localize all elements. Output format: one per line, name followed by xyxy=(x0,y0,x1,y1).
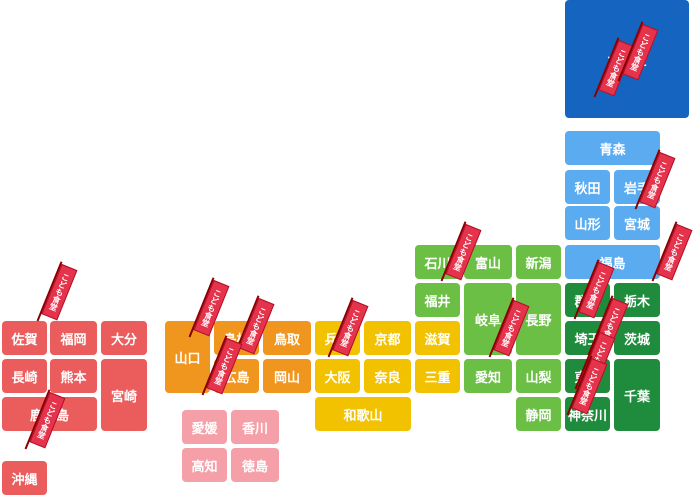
prefecture-osaka[interactable]: 大阪 xyxy=(315,359,360,393)
prefecture-yamanashi[interactable]: 山梨 xyxy=(516,359,561,393)
prefecture-nagasaki[interactable]: 長崎 xyxy=(2,359,47,393)
prefecture-niigata[interactable]: 新潟 xyxy=(516,245,561,279)
prefecture-yamagata[interactable]: 山形 xyxy=(565,206,610,240)
prefecture-ehime[interactable]: 愛媛 xyxy=(182,410,227,444)
prefecture-kumamoto[interactable]: 熊本 xyxy=(50,359,97,393)
prefecture-okinawa[interactable]: 沖縄 xyxy=(2,461,47,495)
prefecture-fukui[interactable]: 福井 xyxy=(415,283,460,317)
prefecture-aichi[interactable]: 愛知 xyxy=(464,359,512,393)
prefecture-kagawa[interactable]: 香川 xyxy=(231,410,279,444)
prefecture-miyagi[interactable]: 宮城 xyxy=(614,206,660,240)
prefecture-akita[interactable]: 秋田 xyxy=(565,170,610,204)
kodomo-shokudo-flag-icon: こども食堂 xyxy=(34,260,78,328)
prefecture-wakayama[interactable]: 和歌山 xyxy=(315,397,411,431)
prefecture-miyazaki[interactable]: 宮崎 xyxy=(101,359,147,431)
prefecture-kyoto[interactable]: 京都 xyxy=(364,321,411,355)
prefecture-shiga[interactable]: 滋賀 xyxy=(415,321,460,355)
prefecture-chiba[interactable]: 千葉 xyxy=(614,359,660,431)
prefecture-kochi[interactable]: 高知 xyxy=(182,448,227,482)
prefecture-ibaraki[interactable]: 茨城 xyxy=(614,321,660,355)
prefecture-fukuoka[interactable]: 福岡 xyxy=(50,321,97,355)
prefecture-nara[interactable]: 奈良 xyxy=(364,359,411,393)
prefecture-aomori[interactable]: 青森 xyxy=(565,131,660,165)
prefecture-oita[interactable]: 大分 xyxy=(101,321,147,355)
prefecture-mie[interactable]: 三重 xyxy=(415,359,460,393)
prefecture-tokushima[interactable]: 徳島 xyxy=(231,448,279,482)
prefecture-shizuoka[interactable]: 静岡 xyxy=(516,397,561,431)
prefecture-fukushima[interactable]: 福島 xyxy=(565,245,660,279)
prefecture-saga[interactable]: 佐賀 xyxy=(2,321,47,355)
prefecture-okayama[interactable]: 岡山 xyxy=(263,359,311,393)
prefecture-tottori[interactable]: 鳥取 xyxy=(263,321,311,355)
